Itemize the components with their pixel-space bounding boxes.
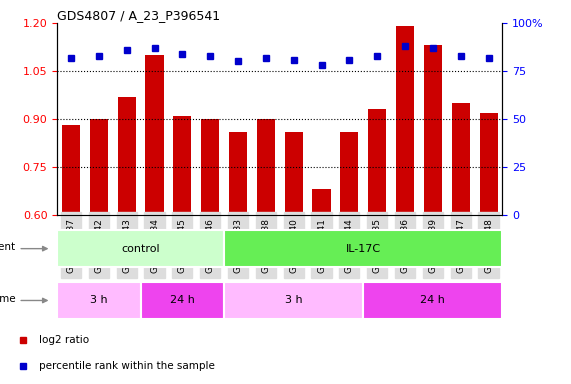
Text: 24 h: 24 h — [420, 295, 445, 306]
Bar — [57, 230, 224, 267]
Text: percentile rank within the sample: percentile rank within the sample — [39, 361, 215, 371]
Text: log2 ratio: log2 ratio — [39, 335, 90, 345]
Bar — [340, 132, 359, 215]
Text: agent: agent — [0, 242, 16, 252]
Bar — [140, 282, 224, 319]
Bar — [312, 189, 331, 215]
Bar — [118, 97, 136, 215]
Bar — [424, 45, 442, 215]
Bar — [452, 103, 470, 215]
Text: time: time — [0, 294, 16, 304]
Bar — [224, 282, 363, 319]
Bar — [90, 119, 108, 215]
Bar — [57, 282, 140, 319]
Bar — [62, 126, 80, 215]
Bar — [257, 119, 275, 215]
Text: control: control — [121, 243, 160, 254]
Bar — [229, 132, 247, 215]
Text: 24 h: 24 h — [170, 295, 195, 306]
Bar — [396, 26, 414, 215]
Text: 3 h: 3 h — [90, 295, 108, 306]
Bar — [224, 230, 502, 267]
Bar — [146, 55, 163, 215]
Bar — [480, 113, 497, 215]
Bar — [363, 282, 502, 319]
Text: IL-17C: IL-17C — [345, 243, 381, 254]
Bar — [201, 119, 219, 215]
Text: GDS4807 / A_23_P396541: GDS4807 / A_23_P396541 — [57, 9, 220, 22]
Text: 3 h: 3 h — [285, 295, 303, 306]
Bar — [174, 116, 191, 215]
Bar — [368, 109, 386, 215]
Bar — [285, 132, 303, 215]
